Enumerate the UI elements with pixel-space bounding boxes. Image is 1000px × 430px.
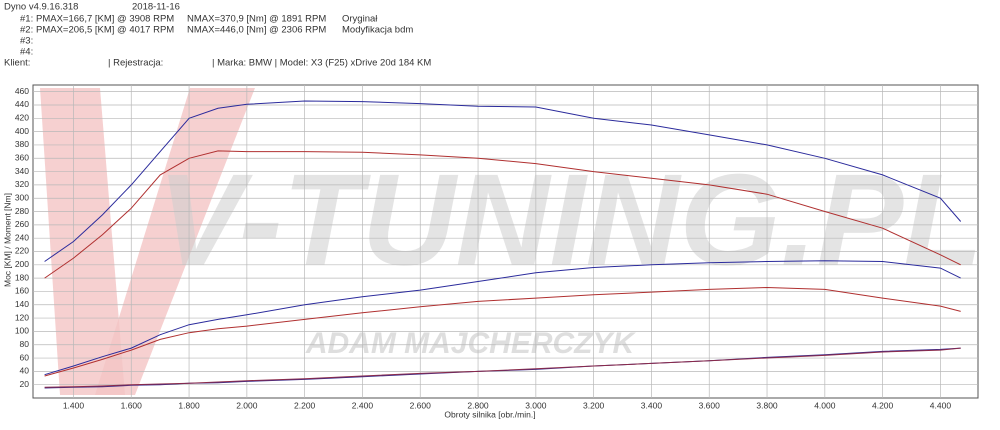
y-tick-label: 40 — [20, 366, 30, 376]
x-tick-label: 1.800 — [178, 400, 200, 410]
run-power: PMAX=206,5 [KM] @ 4017 RPM — [36, 25, 174, 36]
y-tick-label: 160 — [15, 286, 29, 296]
y-tick-label: 20 — [20, 379, 30, 389]
data-line — [44, 150, 961, 279]
car-model: | Marka: BMW | Model: X3 (F25) xDrive 20… — [212, 58, 431, 69]
x-tick-label: 2.000 — [236, 400, 258, 410]
run-label: #1: — [20, 14, 33, 25]
x-tick-label: 3.200 — [583, 400, 605, 410]
x-tick-label: 2.800 — [467, 400, 489, 410]
y-tick-label: 220 — [15, 246, 29, 256]
run-desc: Oryginał — [342, 14, 378, 25]
y-tick-label: 440 — [15, 99, 29, 109]
run-torque: NMAX=370,9 [Nm] @ 1891 RPM — [187, 14, 326, 25]
x-tick-label: 2.200 — [294, 400, 316, 410]
data-line — [44, 347, 961, 389]
x-axis-label: Obroty silnika [obr./min.] — [444, 409, 535, 419]
y-tick-label: 360 — [15, 153, 29, 163]
app-version: Dyno v4.9.16.318 — [4, 2, 78, 13]
y-tick-label: 80 — [20, 339, 30, 349]
run-desc: Modyfikacja bdm — [342, 25, 413, 36]
watermark-text: ADAM MAJCHERCZYK — [305, 327, 637, 360]
x-tick-label: 3.600 — [699, 400, 721, 410]
y-tick-label: 200 — [15, 259, 29, 269]
y-tick-label: 380 — [15, 139, 29, 149]
y-axis-label: Moc [KM] / Moment [Nm] — [2, 193, 12, 287]
x-tick-label: 4.000 — [814, 400, 836, 410]
report-date: 2018-11-16 — [132, 2, 180, 13]
y-tick-label: 300 — [15, 192, 29, 202]
client: Klient: — [4, 58, 30, 69]
run-label: #3: — [20, 36, 33, 47]
run-power: PMAX=166,7 [KM] @ 3908 RPM — [36, 14, 174, 25]
run-torque: NMAX=446,0 [Nm] @ 2306 RPM — [187, 25, 326, 36]
y-tick-label: 100 — [15, 326, 29, 336]
y-tick-label: 420 — [15, 113, 29, 123]
x-tick-label: 1.600 — [121, 400, 143, 410]
y-tick-label: 240 — [15, 232, 29, 242]
x-tick-label: 3.400 — [641, 400, 663, 410]
y-tick-label: 120 — [15, 312, 29, 322]
y-tick-label: 400 — [15, 126, 29, 136]
x-tick-label: 2.600 — [410, 400, 432, 410]
x-tick-label: 4.200 — [872, 400, 894, 410]
y-tick-label: 280 — [15, 206, 29, 216]
run-label: #4: — [20, 47, 33, 58]
x-tick-label: 3.800 — [756, 400, 778, 410]
data-line — [44, 100, 962, 262]
data-line — [44, 347, 961, 388]
data-line — [44, 286, 961, 377]
y-tick-label: 180 — [15, 272, 29, 282]
y-tick-label: 320 — [15, 179, 29, 189]
run-label: #2: — [20, 25, 33, 36]
x-tick-label: 2.400 — [352, 400, 374, 410]
x-tick-label: 4.400 — [930, 400, 952, 410]
x-tick-label: 3.000 — [525, 400, 547, 410]
y-tick-label: 340 — [15, 166, 29, 176]
y-tick-label: 140 — [15, 299, 29, 309]
y-tick-label: 60 — [20, 352, 30, 362]
registration: | Rejestracja: — [108, 58, 163, 69]
watermark-text: V-TUNING.PL — [157, 146, 983, 292]
y-tick-label: 460 — [15, 86, 29, 96]
data-line — [44, 260, 961, 376]
y-tick-label: 260 — [15, 219, 29, 229]
x-tick-label: 1.400 — [63, 400, 85, 410]
